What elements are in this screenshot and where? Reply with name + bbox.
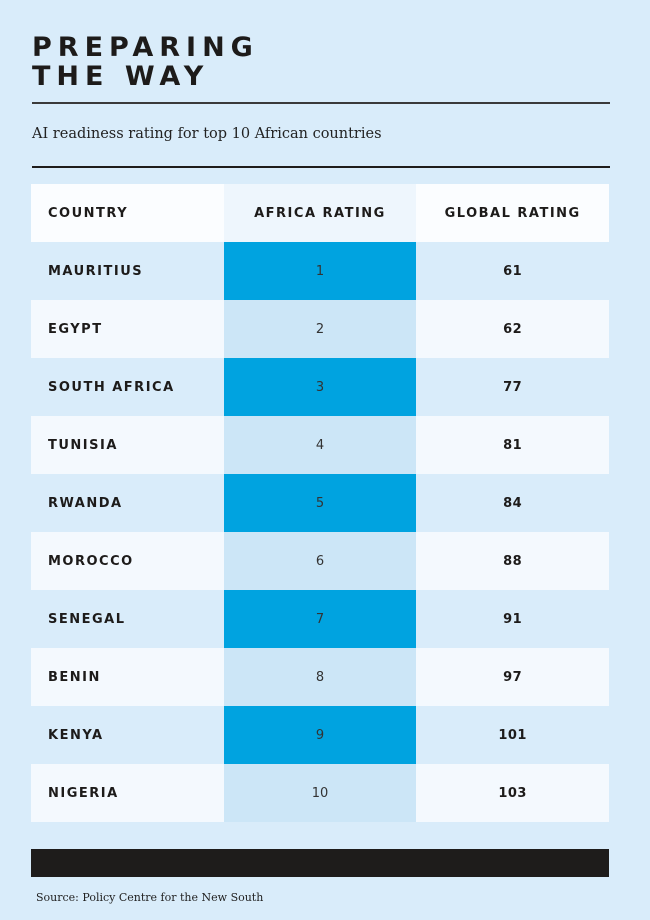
africa-rating-cell: 10: [223, 764, 417, 822]
table-row: SOUTH AFRICA 3 77: [31, 358, 609, 416]
table-row: EGYPT 2 62: [31, 300, 609, 358]
title-line-2: THE WAY: [32, 61, 210, 92]
country-cell: SOUTH AFRICA: [31, 358, 224, 416]
africa-rating-cell: 4: [223, 416, 417, 474]
africa-rating-cell: 5: [223, 474, 417, 532]
global-rating-cell: 91: [416, 590, 609, 648]
table-row: MAURITIUS 1 61: [31, 242, 609, 300]
table-row: KENYA 9 101: [31, 706, 609, 764]
africa-rating-cell: 6: [223, 532, 417, 590]
africa-rating-cell: 1: [223, 242, 417, 300]
global-rating-cell: 61: [416, 242, 609, 300]
ratings-table: COUNTRY AFRICA RATING GLOBAL RATING MAUR…: [31, 184, 609, 822]
country-cell: KENYA: [31, 706, 224, 764]
column-header-global-rating: GLOBAL RATING: [416, 184, 609, 242]
global-rating-cell: 101: [416, 706, 609, 764]
subtitle: AI readiness rating for top 10 African c…: [32, 126, 382, 142]
country-cell: NIGERIA: [31, 764, 224, 822]
country-cell: EGYPT: [31, 300, 224, 358]
global-rating-cell: 84: [416, 474, 609, 532]
divider: [32, 166, 610, 168]
africa-rating-cell: 3: [223, 358, 417, 416]
global-rating-cell: 97: [416, 648, 609, 706]
country-cell: MAURITIUS: [31, 242, 224, 300]
column-header-country: COUNTRY: [31, 184, 224, 242]
divider: [32, 102, 610, 104]
global-rating-cell: 77: [416, 358, 609, 416]
country-cell: SENEGAL: [31, 590, 224, 648]
africa-rating-cell: 7: [223, 590, 417, 648]
table-row: TUNISIA 4 81: [31, 416, 609, 474]
africa-rating-cell: 9: [223, 706, 417, 764]
global-rating-cell: 103: [416, 764, 609, 822]
table-header: COUNTRY AFRICA RATING GLOBAL RATING: [31, 184, 609, 242]
table-row: BENIN 8 97: [31, 648, 609, 706]
global-rating-cell: 88: [416, 532, 609, 590]
country-cell: TUNISIA: [31, 416, 224, 474]
table-row: SENEGAL 7 91: [31, 590, 609, 648]
country-cell: MOROCCO: [31, 532, 224, 590]
page-title: PREPARING THE WAY: [32, 33, 259, 91]
column-header-africa-rating: AFRICA RATING: [223, 184, 417, 242]
global-rating-cell: 62: [416, 300, 609, 358]
footer-bar: [31, 849, 609, 877]
africa-rating-cell: 8: [223, 648, 417, 706]
country-cell: BENIN: [31, 648, 224, 706]
title-line-1: PREPARING: [32, 32, 259, 63]
table-row: NIGERIA 10 103: [31, 764, 609, 822]
africa-rating-cell: 2: [223, 300, 417, 358]
country-cell: RWANDA: [31, 474, 224, 532]
source-note: Source: Policy Centre for the New South: [36, 891, 264, 904]
table-row: RWANDA 5 84: [31, 474, 609, 532]
global-rating-cell: 81: [416, 416, 609, 474]
table-row: MOROCCO 6 88: [31, 532, 609, 590]
